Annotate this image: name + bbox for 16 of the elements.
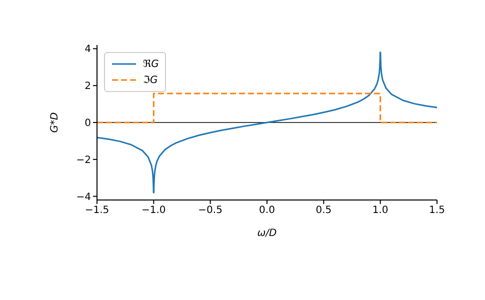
y-tick-label: −4	[76, 192, 91, 203]
y-tick-label: 0	[84, 118, 91, 130]
x-tick-label: −1.0	[142, 205, 166, 216]
x-tick-label: −1.5	[84, 205, 110, 216]
y-tick-label: 2	[84, 81, 91, 92]
x-axis-title: ω/D	[257, 228, 278, 239]
x-tick-label: 0.0	[259, 205, 275, 216]
x-tick-label: 1.0	[372, 205, 388, 216]
x-tick-label: −0.5	[198, 205, 222, 216]
x-tick-label: 1.5	[429, 205, 445, 216]
y-tick-label: −2	[76, 154, 91, 166]
y-axis-title: G*D	[50, 112, 61, 133]
legend-label: ℑG	[143, 74, 158, 86]
y-tick-label: 4	[84, 44, 91, 56]
legend-label: ℜG	[143, 58, 159, 70]
x-tick-label: 0.5	[316, 205, 332, 216]
